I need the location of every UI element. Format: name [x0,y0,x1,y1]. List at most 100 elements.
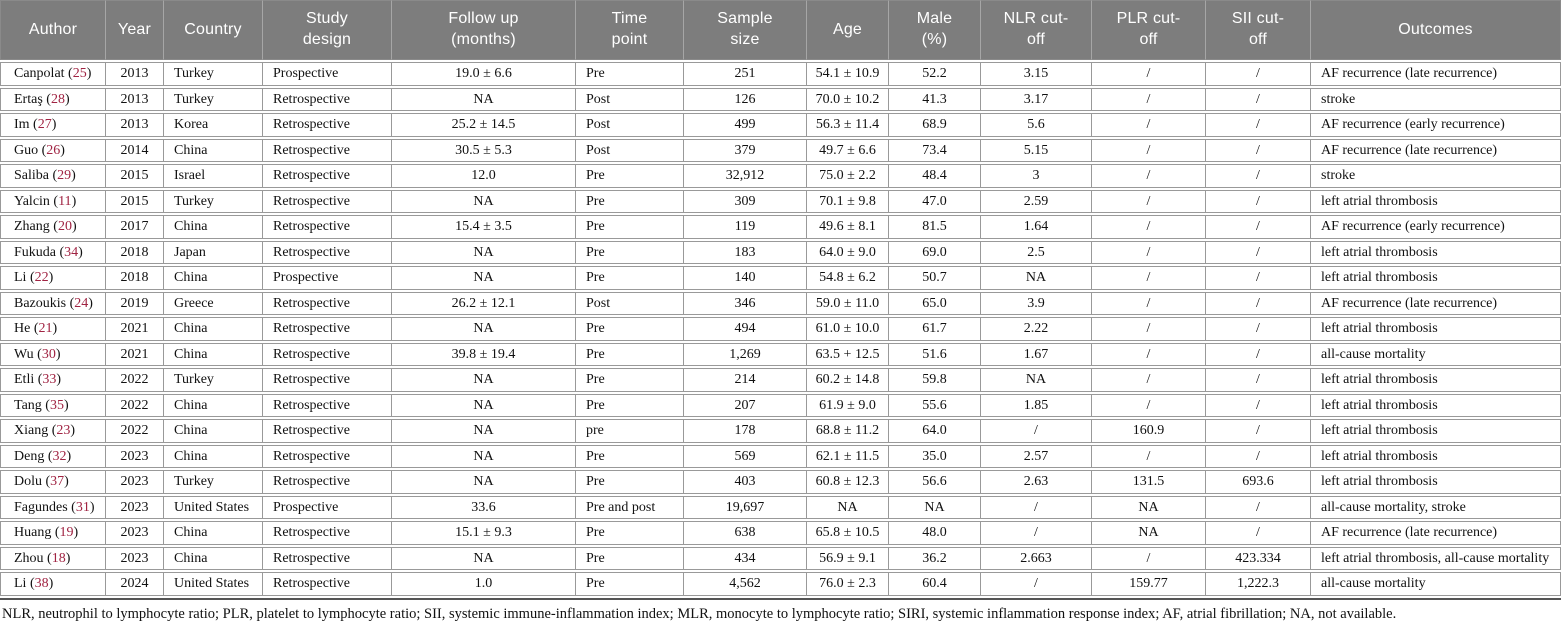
cell-timepoint: Pre [575,189,683,213]
cell-sample: 569 [683,444,806,468]
cell-country: Turkey [163,470,262,494]
reference-link[interactable]: 21 [38,321,53,336]
reference-link[interactable]: 38 [34,576,49,591]
reference-link[interactable]: 32 [52,448,67,464]
cell-design: Retrospective [262,546,391,570]
cell-outcomes: AF recurrence (late recurrence) [1310,62,1561,86]
cell-country: China [163,317,262,341]
cell-author: Huang (19) [0,521,105,545]
cell-nlr: NA [980,266,1091,290]
cell-author: Zhou (18) [0,546,105,570]
cell-nlr: 3.17 [980,87,1091,111]
cell-outcomes: left atrial thrombosis, all-cause mortal… [1310,546,1561,570]
cell-male: 64.0 [888,419,980,443]
cell-male: 50.7 [888,266,980,290]
cell-followup: 19.0 ± 6.6 [391,62,575,86]
cell-design: Retrospective [262,342,391,366]
cell-timepoint: Pre [575,240,683,264]
cell-design: Retrospective [262,572,391,596]
cell-plr: / [1091,62,1205,86]
cell-plr: / [1091,546,1205,570]
cell-country: Turkey [163,62,262,86]
cell-sample: 183 [683,240,806,264]
cell-plr: / [1091,342,1205,366]
column-header-sii: SII cut- off [1205,0,1310,60]
cell-author: Xiang (23) [0,419,105,443]
cell-author: Bazoukis (24) [0,291,105,315]
cell-sample: 638 [683,521,806,545]
reference-link[interactable]: 20 [57,219,72,234]
cell-timepoint: Pre [575,444,683,468]
cell-nlr: / [980,572,1091,596]
reference-link[interactable]: 25 [72,66,87,81]
table-footnote: NLR, neutrophil to lymphocyte ratio; PLR… [2,605,1397,622]
reference-link[interactable]: 31 [75,499,90,515]
cell-year: 2023 [105,444,163,468]
reference-link[interactable]: 30 [41,346,56,362]
cell-country: Turkey [163,368,262,392]
cell-design: Retrospective [262,521,391,545]
cell-outcomes: left atrial thrombosis [1310,419,1561,443]
cell-male: 51.6 [888,342,980,366]
reference-link[interactable]: 19 [59,525,74,540]
cell-plr: NA [1091,521,1205,545]
cell-sample: 32,912 [683,164,806,188]
cell-design: Retrospective [262,113,391,137]
table-row: Ertaş (28) 2013 Turkey Retrospective NA Post 1… [0,87,1561,111]
cell-year: 2021 [105,342,163,366]
reference-link[interactable]: 34 [64,244,79,260]
cell-followup: NA [391,546,575,570]
cell-author: Zhang (20) [0,215,105,239]
cell-male: 48.4 [888,164,980,188]
cell-sample: 251 [683,62,806,86]
cell-country: Israel [163,164,262,188]
reference-link[interactable]: 18 [51,550,66,566]
reference-link[interactable]: 29 [57,168,72,183]
cell-followup: 25.2 ± 14.5 [391,113,575,137]
cell-followup: NA [391,470,575,494]
reference-link[interactable]: 35 [49,397,64,413]
cell-sample: 126 [683,87,806,111]
cell-year: 2014 [105,138,163,162]
cell-sample: 140 [683,266,806,290]
cell-design: Retrospective [262,87,391,111]
header-row: Author Year Country Study design Follow up (… [0,0,1561,60]
cell-sample: 207 [683,393,806,417]
cell-timepoint: Pre [575,521,683,545]
cell-design: Prospective [262,266,391,290]
reference-link[interactable]: 37 [50,474,65,489]
cell-timepoint: Pre [575,215,683,239]
cell-plr: / [1091,87,1205,111]
cell-author: Etli (33) [0,368,105,392]
cell-year: 2015 [105,189,163,213]
cell-sample: 1,269 [683,342,806,366]
reference-link[interactable]: 33 [42,372,57,387]
cell-male: 35.0 [888,444,980,468]
reference-link[interactable]: 26 [46,142,61,158]
cell-country: China [163,521,262,545]
cell-design: Retrospective [262,393,391,417]
cell-timepoint: Pre [575,62,683,86]
cell-age: 56.3 ± 11.4 [806,113,888,137]
cell-outcomes: AF recurrence (early recurrence) [1310,215,1561,239]
cell-plr: / [1091,317,1205,341]
cell-timepoint: Post [575,138,683,162]
cell-author: He (21) [0,317,105,341]
reference-link[interactable]: 28 [50,91,65,107]
cell-design: Retrospective [262,317,391,341]
cell-plr: 160.9 [1091,419,1205,443]
cell-sample: 346 [683,291,806,315]
cell-plr: / [1091,368,1205,392]
cell-male: 52.2 [888,62,980,86]
cell-nlr: 2.57 [980,444,1091,468]
reference-link[interactable]: 11 [58,193,72,209]
cell-male: 68.9 [888,113,980,137]
reference-link[interactable]: 22 [34,270,49,285]
reference-link[interactable]: 23 [56,423,71,438]
cell-sample: 4,562 [683,572,806,596]
cell-male: NA [888,495,980,519]
cell-male: 48.0 [888,521,980,545]
reference-link[interactable]: 27 [37,117,52,132]
cell-design: Retrospective [262,164,391,188]
reference-link[interactable]: 24 [74,295,89,311]
